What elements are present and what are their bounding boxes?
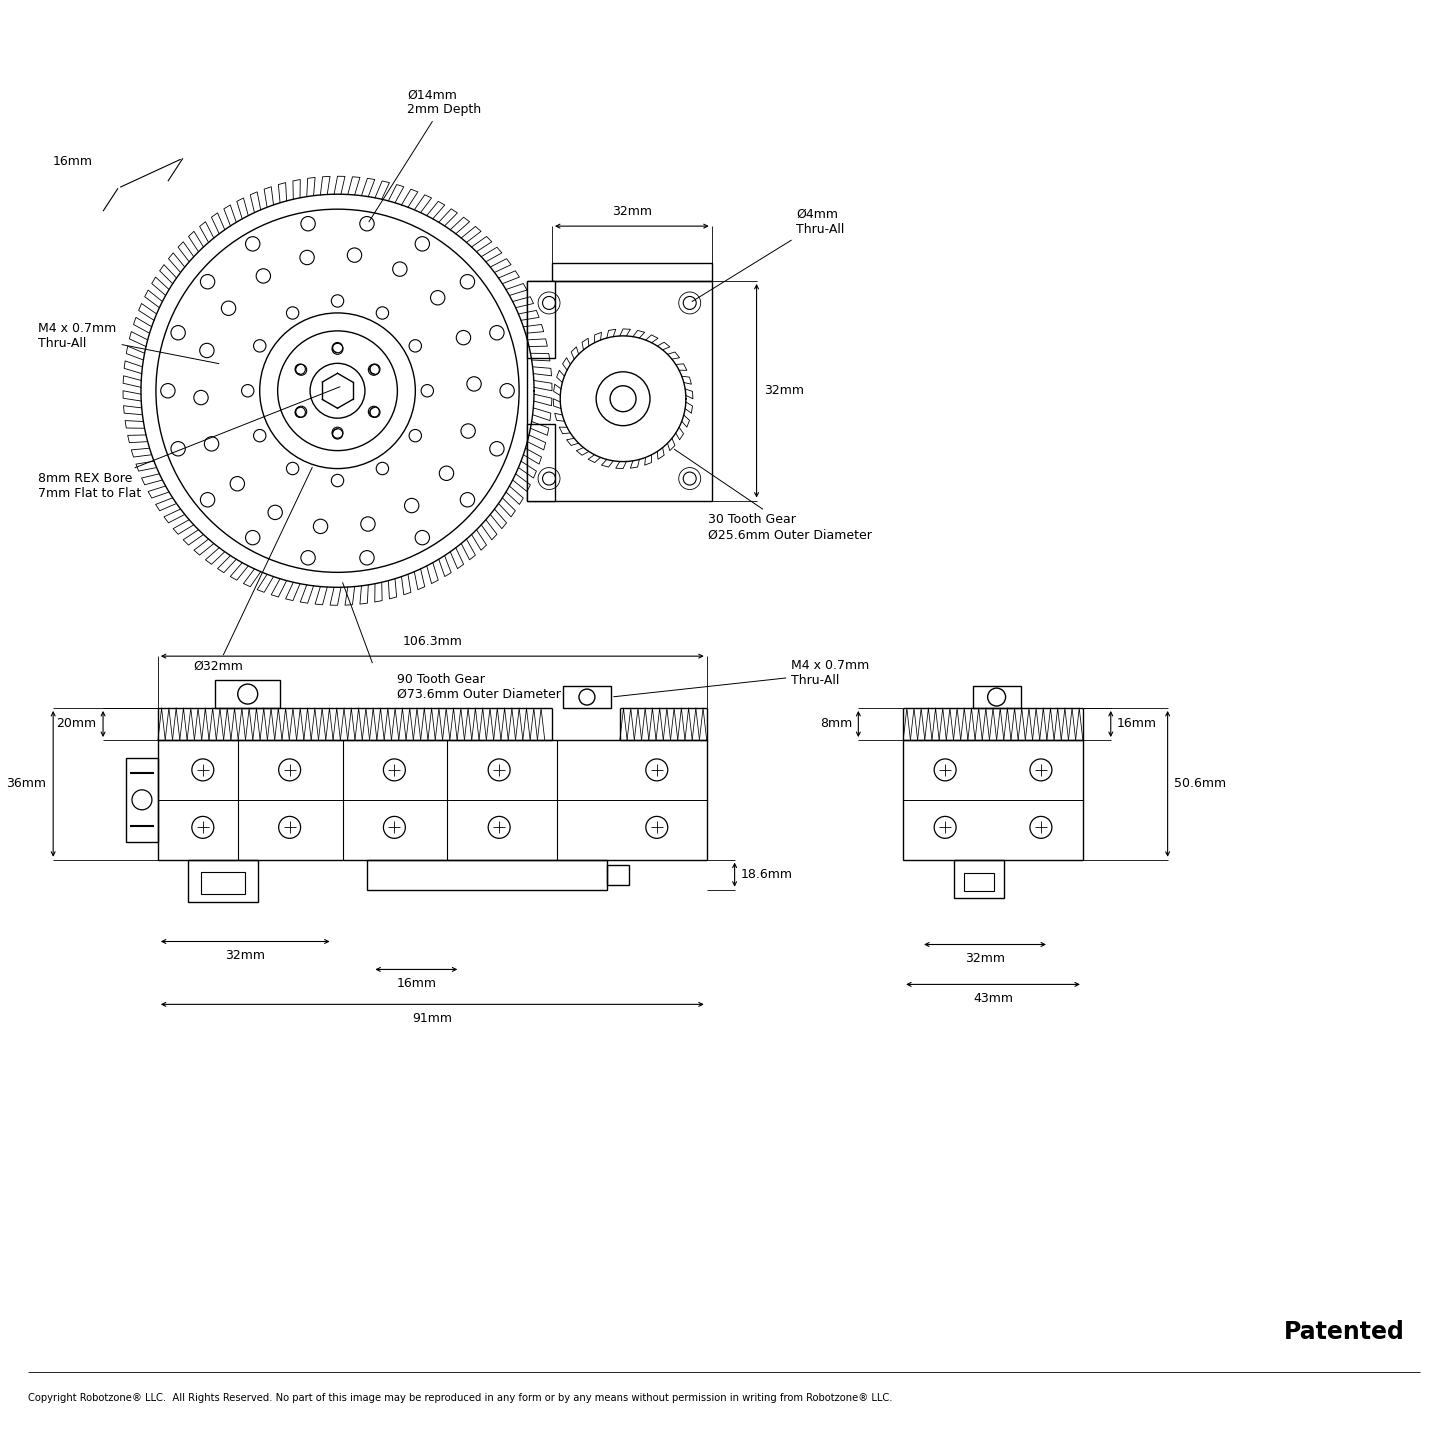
Text: M4 x 0.7mm
Thru-All: M4 x 0.7mm Thru-All: [38, 322, 218, 364]
Text: 18.6mm: 18.6mm: [741, 868, 793, 881]
Bar: [903, 740, 1082, 860]
Bar: [527, 423, 555, 500]
Text: 20mm: 20mm: [56, 718, 95, 731]
Bar: [964, 873, 994, 890]
Text: 43mm: 43mm: [972, 993, 1013, 1006]
Bar: [158, 740, 707, 860]
Text: Ø4mm
Thru-All: Ø4mm Thru-All: [692, 208, 845, 302]
Text: 50.6mm: 50.6mm: [1173, 777, 1225, 790]
Bar: [972, 686, 1020, 708]
Bar: [201, 871, 244, 893]
Bar: [954, 860, 1004, 897]
Text: M4 x 0.7mm
Thru-All: M4 x 0.7mm Thru-All: [614, 659, 870, 696]
Bar: [126, 759, 158, 842]
Bar: [527, 280, 555, 358]
Text: 32mm: 32mm: [965, 952, 1006, 965]
Text: 16mm: 16mm: [53, 155, 92, 168]
Text: 32mm: 32mm: [225, 949, 266, 962]
Text: Copyright Robotzone® LLC.  All Rights Reserved. No part of this image may be rep: Copyright Robotzone® LLC. All Rights Res…: [29, 1393, 893, 1403]
Text: 32mm: 32mm: [611, 205, 652, 218]
Bar: [552, 263, 712, 280]
Text: 90 Tooth Gear
Ø73.6mm Outer Diameter: 90 Tooth Gear Ø73.6mm Outer Diameter: [397, 673, 561, 701]
Bar: [607, 864, 629, 884]
Text: 32mm: 32mm: [764, 384, 805, 397]
Text: 36mm: 36mm: [6, 777, 46, 790]
Text: 8mm: 8mm: [821, 718, 853, 731]
Bar: [564, 686, 611, 708]
Text: 30 Tooth Gear
Ø25.6mm Outer Diameter: 30 Tooth Gear Ø25.6mm Outer Diameter: [675, 449, 871, 542]
Bar: [215, 681, 280, 708]
Bar: [527, 280, 712, 500]
Text: Ø14mm
2mm Depth: Ø14mm 2mm Depth: [368, 88, 481, 221]
Text: Ø32mm: Ø32mm: [192, 467, 312, 673]
Text: Patented: Patented: [1285, 1319, 1405, 1344]
Bar: [367, 860, 607, 890]
Text: 106.3mm: 106.3mm: [402, 636, 462, 649]
Text: 8mm REX Bore
7mm Flat to Flat: 8mm REX Bore 7mm Flat to Flat: [38, 387, 340, 500]
Text: 91mm: 91mm: [412, 1013, 452, 1026]
Text: 16mm: 16mm: [1117, 718, 1157, 731]
Bar: [188, 860, 257, 902]
Text: 16mm: 16mm: [396, 977, 436, 990]
